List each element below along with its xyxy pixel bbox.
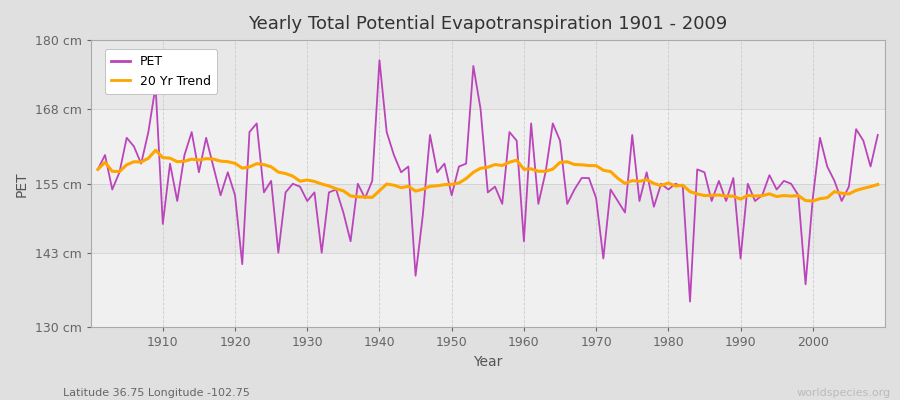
Bar [91, 109, 885, 184]
Legend: PET, 20 Yr Trend: PET, 20 Yr Trend [104, 49, 217, 94]
Text: worldspecies.org: worldspecies.org [796, 388, 891, 398]
Y-axis label: PET: PET [15, 171, 29, 196]
Title: Yearly Total Potential Evapotranspiration 1901 - 2009: Yearly Total Potential Evapotranspiratio… [248, 15, 727, 33]
Bar [91, 253, 885, 328]
Text: Latitude 36.75 Longitude -102.75: Latitude 36.75 Longitude -102.75 [63, 388, 250, 398]
X-axis label: Year: Year [473, 355, 502, 369]
